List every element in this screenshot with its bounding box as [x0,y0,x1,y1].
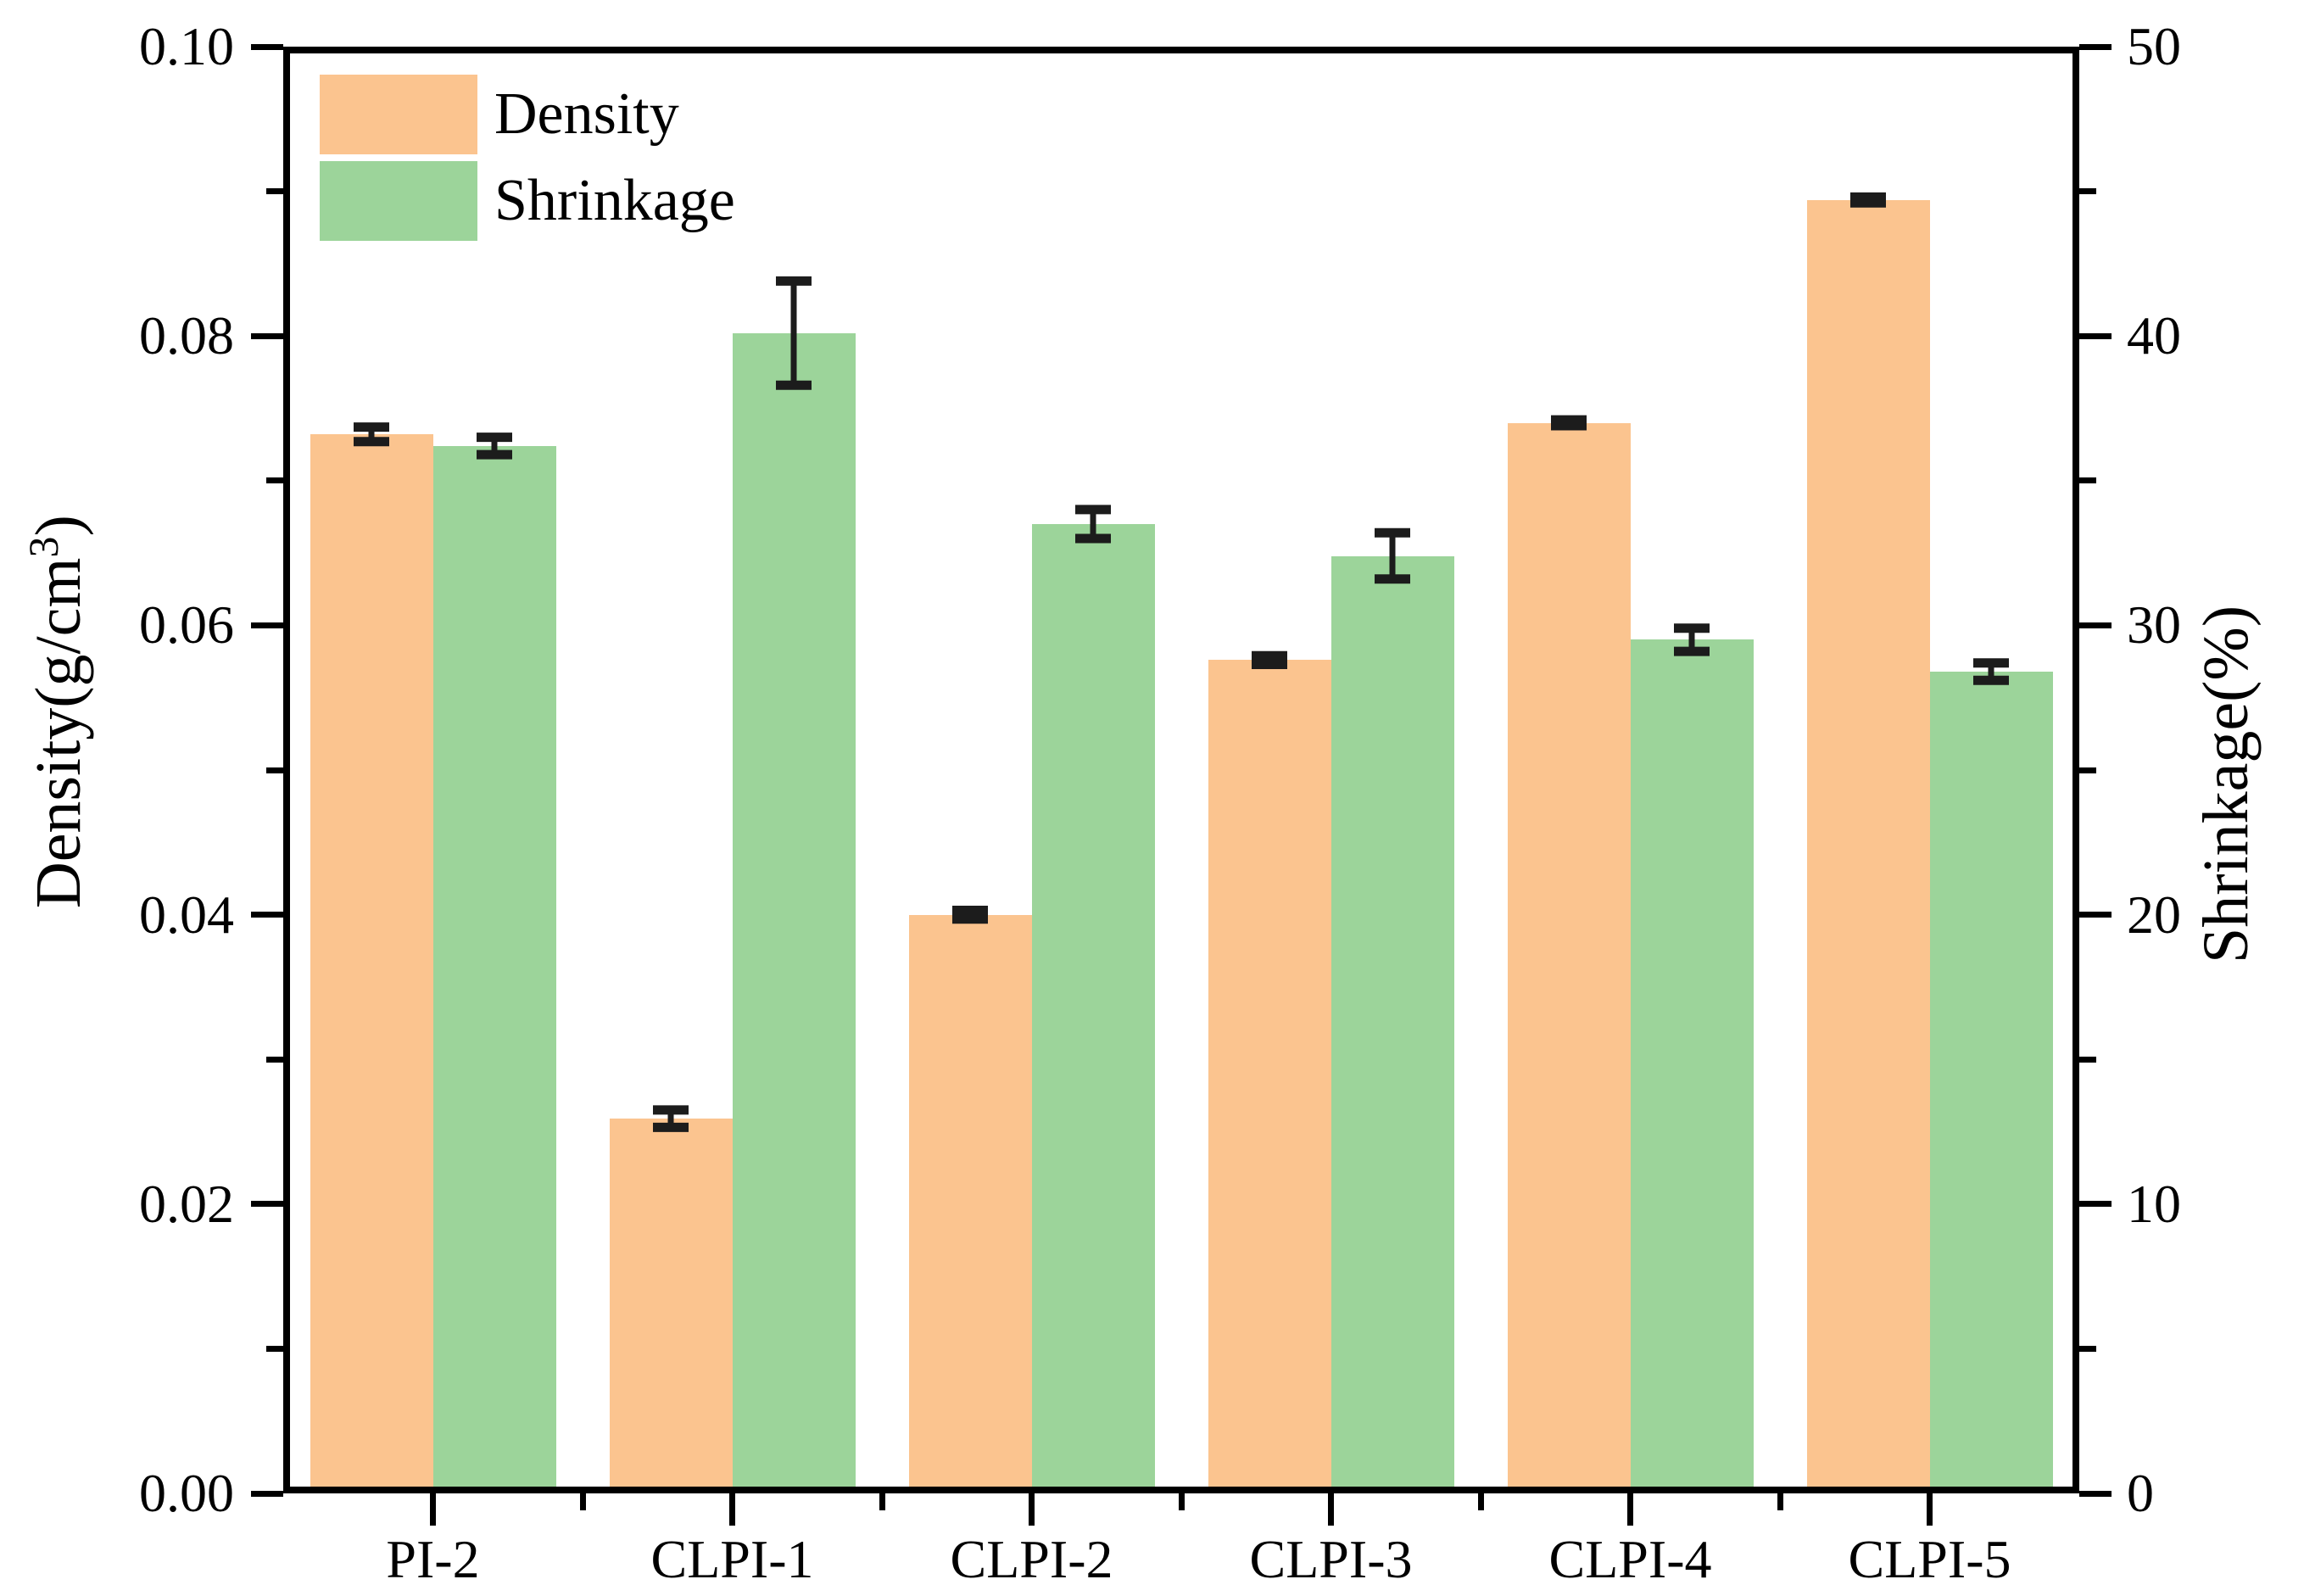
left-axis-major-tick [251,622,283,628]
right-axis-minor-tick [2079,767,2096,773]
x-axis-major-tick [1627,1493,1633,1526]
right-axis-major-tick [2079,912,2112,918]
right-axis-major-tick [2079,1201,2112,1208]
right-axis-major-tick [2079,622,2112,628]
bar-density-clpi-5 [1806,199,1930,1493]
x-axis-minor-tick [879,1493,885,1510]
right-axis-tick-label: 50 [2127,16,2181,76]
bar-density-pi-2 [310,434,433,1493]
left-axis-minor-tick [266,477,283,484]
right-axis-tick-label: 20 [2127,884,2181,945]
x-axis-major-tick [1029,1493,1035,1526]
shrinkage-legend-swatch [320,161,477,241]
right-axis-minor-tick [2079,1345,2096,1352]
x-axis-major-tick [1927,1493,1933,1526]
right-axis-major-tick [2079,332,2112,339]
left-axis-tick-label: 0.04 [139,884,234,945]
left-axis-title-suffix: ) [23,515,95,537]
right-axis-minor-tick [2079,477,2096,484]
x-axis-minor-tick [579,1493,586,1510]
right-axis-tick-label: 30 [2127,594,2181,656]
right-axis-tick-label: 10 [2127,1173,2181,1234]
x-axis-major-tick [1328,1493,1334,1526]
legend-item-density: Density [320,75,735,154]
left-axis-title-superscript: 3 [19,536,67,558]
left-axis-minor-tick [266,767,283,773]
x-axis-category-label: CLPI-3 [1249,1529,1413,1589]
left-axis-tick-label: 0.02 [139,1173,234,1234]
right-axis-tick-label: 0 [2127,1463,2154,1523]
bar-density-clpi-4 [1507,422,1631,1493]
left-axis-tick-label: 0.08 [139,305,234,366]
bar-density-clpi-1 [609,1119,733,1493]
x-axis-category-label: CLPI-1 [650,1529,814,1589]
left-axis-major-tick [251,1201,283,1208]
bar-density-clpi-3 [1208,660,1331,1493]
x-axis-minor-tick [1777,1493,1783,1510]
left-axis-title: Density(g/cm3) [9,118,95,1305]
bar-shrinkage-clpi-5 [1929,671,2053,1493]
shrinkage-legend-label: Shrinkage [494,168,735,233]
density-legend-swatch [320,75,477,154]
density-legend-label: Density [494,81,679,147]
x-axis-minor-tick [1477,1493,1484,1510]
x-axis-major-tick [729,1493,735,1526]
right-axis-major-tick [2079,1490,2112,1497]
bar-shrinkage-clpi-3 [1331,555,1454,1493]
left-axis-major-tick [251,43,283,50]
left-axis-major-tick [251,1490,283,1497]
left-axis-tick-label: 0.10 [139,16,234,76]
x-axis-major-tick [430,1493,436,1526]
left-axis-major-tick [251,332,283,339]
left-axis-minor-tick [266,188,283,195]
right-axis-minor-tick [2079,1056,2096,1063]
x-axis-category-label: CLPI-4 [1548,1529,1712,1589]
bar-shrinkage-pi-2 [432,445,556,1493]
bar-shrinkage-clpi-2 [1031,523,1155,1493]
legend: Density Shrinkage [320,75,735,248]
x-axis-category-label: CLPI-5 [1848,1529,2011,1589]
left-axis-tick-label: 0.00 [139,1463,234,1523]
bar-shrinkage-clpi-1 [732,332,856,1493]
x-axis-category-label: PI-2 [386,1529,480,1589]
right-axis-major-tick [2079,43,2112,50]
left-axis-minor-tick [266,1056,283,1063]
x-axis-category-label: CLPI-2 [950,1529,1113,1589]
right-axis-tick-label: 40 [2127,305,2181,366]
left-axis-minor-tick [266,1345,283,1352]
bar-density-clpi-2 [908,914,1032,1493]
x-axis-minor-tick [1178,1493,1185,1510]
bar-shrinkage-clpi-4 [1630,639,1754,1493]
right-axis-minor-tick [2079,188,2096,195]
left-axis-major-tick [251,912,283,918]
left-axis-tick-label: 0.06 [139,594,234,656]
legend-item-shrinkage: Shrinkage [320,161,735,241]
